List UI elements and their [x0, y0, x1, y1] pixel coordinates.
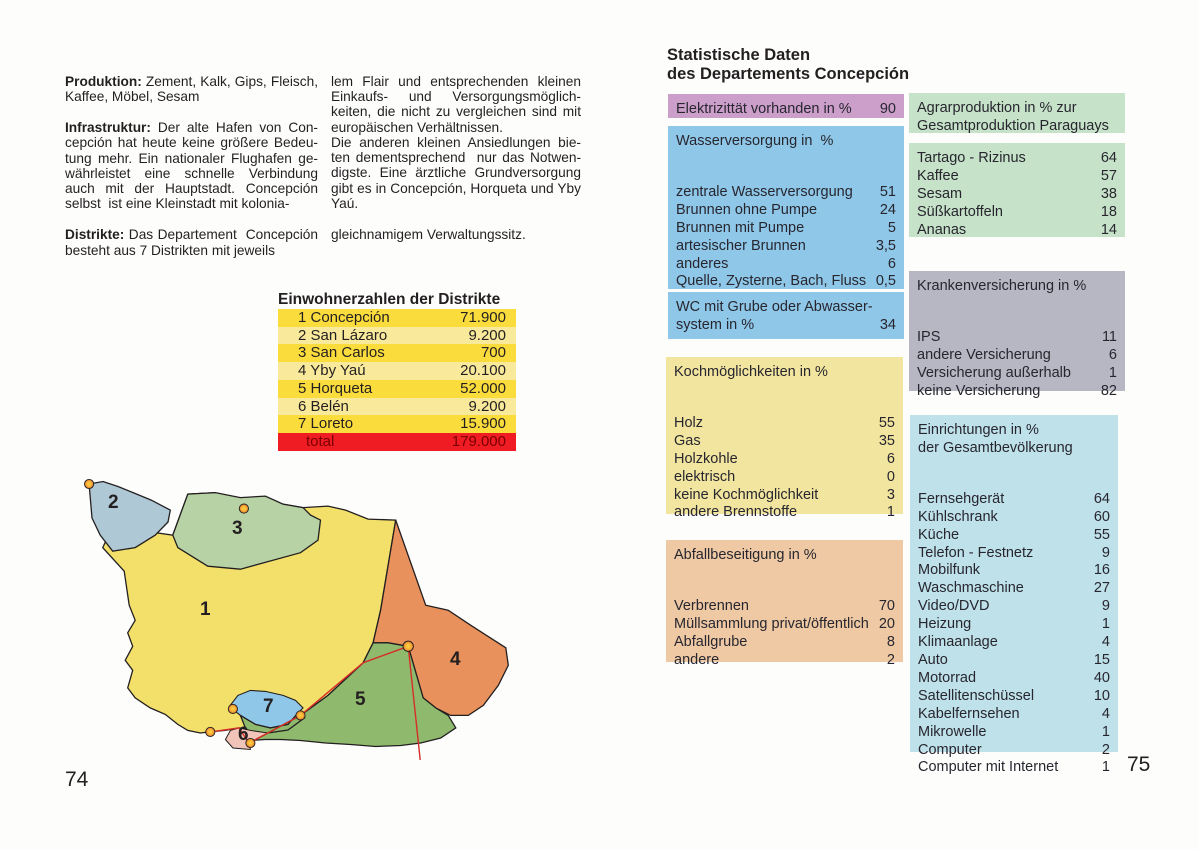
svg-text:7: 7: [263, 696, 274, 717]
svg-text:5: 5: [355, 689, 366, 710]
svg-text:1: 1: [200, 599, 211, 620]
svg-text:6: 6: [238, 724, 249, 745]
svg-text:4: 4: [450, 649, 461, 670]
svg-text:2: 2: [108, 492, 119, 513]
svg-text:3: 3: [232, 518, 243, 539]
